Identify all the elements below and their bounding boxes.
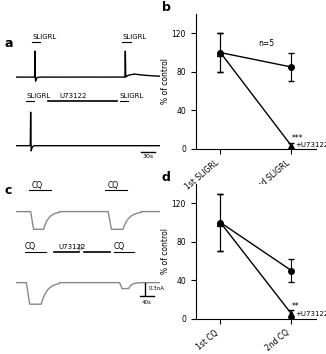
Text: +U73122: +U73122 bbox=[296, 142, 326, 148]
Text: SLIGRL: SLIGRL bbox=[32, 34, 56, 40]
Text: SLIGRL: SLIGRL bbox=[120, 93, 144, 99]
Text: 30s: 30s bbox=[143, 154, 154, 159]
Y-axis label: % of control: % of control bbox=[161, 58, 170, 104]
Text: SLIGRL: SLIGRL bbox=[26, 93, 51, 99]
Text: b: b bbox=[162, 1, 171, 14]
Text: ***: *** bbox=[291, 134, 303, 143]
Text: n=5: n=5 bbox=[258, 39, 274, 48]
Text: d: d bbox=[162, 171, 171, 184]
Text: SLIGRL: SLIGRL bbox=[123, 34, 147, 40]
Text: U73122: U73122 bbox=[58, 244, 85, 250]
Text: 0.3nA: 0.3nA bbox=[148, 286, 164, 291]
Text: 40s: 40s bbox=[142, 300, 152, 305]
Text: +U73122: +U73122 bbox=[296, 311, 326, 317]
Text: CQ: CQ bbox=[25, 241, 36, 251]
Text: a: a bbox=[5, 37, 13, 50]
Text: **: ** bbox=[291, 302, 299, 311]
Text: U73122: U73122 bbox=[59, 93, 87, 99]
Text: CQ: CQ bbox=[107, 181, 119, 190]
Text: c: c bbox=[5, 184, 12, 198]
Text: CQ: CQ bbox=[114, 241, 125, 251]
Text: //: // bbox=[77, 244, 83, 251]
Text: CQ: CQ bbox=[31, 181, 42, 190]
Y-axis label: % of control: % of control bbox=[161, 228, 170, 274]
